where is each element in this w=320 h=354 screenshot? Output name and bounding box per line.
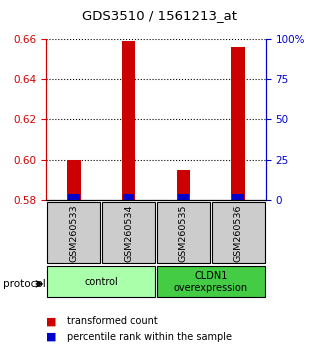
Bar <box>68 194 80 200</box>
Bar <box>231 47 245 200</box>
Text: GSM260535: GSM260535 <box>179 204 188 262</box>
Bar <box>47 202 100 263</box>
Bar <box>157 266 265 297</box>
Bar <box>212 202 265 263</box>
Text: GSM260534: GSM260534 <box>124 204 133 262</box>
Bar <box>157 202 210 263</box>
Text: protocol: protocol <box>3 279 46 289</box>
Text: CLDN1
overexpression: CLDN1 overexpression <box>174 271 248 293</box>
Text: percentile rank within the sample: percentile rank within the sample <box>67 332 232 342</box>
Bar <box>178 194 189 200</box>
Text: ■: ■ <box>46 332 57 342</box>
Bar <box>67 160 81 200</box>
Text: control: control <box>84 277 118 287</box>
Text: ■: ■ <box>46 316 57 326</box>
Bar <box>123 194 134 200</box>
Bar <box>177 170 190 200</box>
Bar <box>122 41 135 200</box>
Text: transformed count: transformed count <box>67 316 158 326</box>
Text: GDS3510 / 1561213_at: GDS3510 / 1561213_at <box>83 10 237 22</box>
Bar <box>47 266 155 297</box>
Bar <box>232 194 244 200</box>
Text: GSM260533: GSM260533 <box>69 204 78 262</box>
Text: GSM260536: GSM260536 <box>234 204 243 262</box>
Bar <box>102 202 155 263</box>
